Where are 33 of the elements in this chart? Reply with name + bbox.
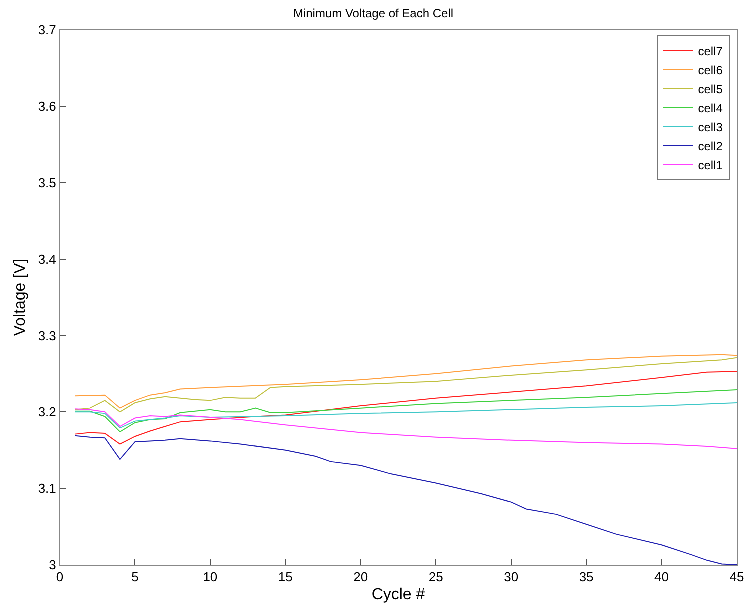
line-series [74, 402, 737, 429]
x-tick-label: 0 [56, 570, 64, 585]
x-tick-label: 10 [203, 570, 218, 585]
legend-label: cell1 [698, 158, 724, 173]
y-axis-title: Voltage [V] [12, 258, 30, 336]
x-tick-label: 5 [132, 570, 139, 585]
chart-title: Minimum Voltage of Each Cell [293, 6, 454, 21]
legend-label: cell2 [698, 140, 724, 154]
line-series [74, 389, 737, 433]
x-tick-label: 45 [730, 570, 744, 585]
x-tick-label: 25 [428, 570, 444, 585]
x-tick-label: 40 [654, 570, 670, 585]
x-tick-label: 35 [579, 570, 594, 585]
y-tick-label: 3.4 [38, 252, 56, 267]
legend-label: cell7 [698, 44, 724, 59]
y-tick-label: 3.7 [38, 22, 56, 38]
line-series [74, 408, 737, 450]
y-tick-label: 3.3 [38, 328, 56, 344]
x-tick-label: 30 [504, 570, 519, 585]
y-tick-label: 3 [49, 558, 56, 573]
legend-label: cell3 [698, 120, 724, 135]
y-tick-label: 3.2 [38, 404, 56, 420]
legend-label: cell6 [698, 64, 724, 78]
line-series [74, 435, 737, 565]
line-series [74, 371, 737, 445]
x-tick-label: 15 [278, 570, 293, 585]
y-tick-label: 3.6 [38, 98, 56, 114]
legend-label: cell5 [698, 82, 724, 97]
y-tick-label: 3.5 [38, 175, 56, 190]
x-axis-title: Cycle # [372, 586, 426, 604]
y-tick-label: 3.1 [38, 481, 56, 496]
x-tick-label: 20 [354, 570, 368, 585]
legend-label: cell4 [698, 102, 724, 116]
